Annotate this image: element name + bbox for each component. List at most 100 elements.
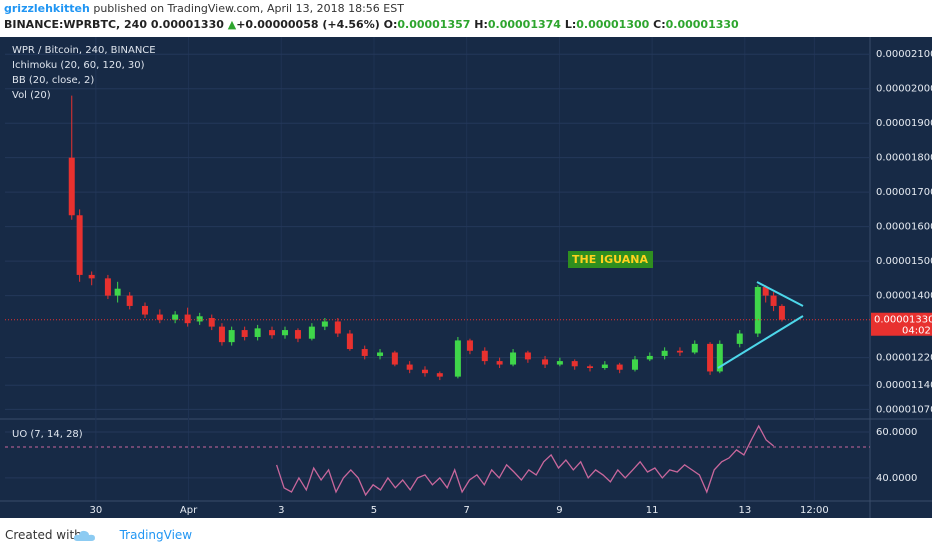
published: published on TradingView.com, April 13, … (93, 2, 404, 15)
y-tick-label: 0.00002000 (876, 84, 932, 95)
y-tick-label: 0.00001900 (876, 118, 932, 129)
candle-body (294, 330, 301, 339)
candle-body (676, 350, 683, 353)
l-label: L: (564, 18, 577, 31)
candle-body (269, 330, 276, 336)
candle-body (361, 349, 368, 356)
candle-body (707, 343, 714, 372)
candle-body (421, 369, 428, 374)
candle-body (254, 328, 261, 337)
candle-body (691, 343, 698, 353)
candle-body (661, 350, 668, 356)
candle-body (114, 288, 121, 296)
candle-body (616, 364, 623, 370)
candle-body (762, 286, 769, 296)
candle-body (524, 352, 531, 360)
candle-body (334, 321, 341, 334)
x-tick-label: 30 (89, 505, 102, 516)
candle-body (141, 305, 148, 315)
brand[interactable]: TradingView (119, 528, 193, 542)
chart: 30 Apr 3 5 7 9 11 13 12:00 0.00002100 0.00002000 0.… (0, 37, 932, 518)
candle-body (218, 326, 225, 343)
candle-body (754, 286, 761, 334)
y-tick-label: 0.00001800 (876, 153, 932, 164)
candle-body (556, 361, 563, 365)
candle-body (391, 352, 398, 365)
last: 0.00001330 (150, 18, 224, 31)
candle-body (778, 305, 785, 320)
high: 0.00001374 (487, 18, 561, 31)
y-tick-label: 40.0000 (876, 473, 917, 484)
candle-body (104, 278, 111, 296)
candle-body (126, 295, 133, 306)
x-tick-label: 9 (556, 505, 562, 516)
candle-body (510, 352, 517, 365)
legend-entry: Vol (20) (12, 90, 51, 101)
candle-body (184, 314, 191, 324)
open: 0.00001357 (397, 18, 471, 31)
countdown: 04:02 (902, 326, 931, 337)
candle-body (466, 340, 473, 351)
candle-body (587, 366, 594, 369)
y-tick-label: 0.00001140 (876, 380, 932, 391)
h-label: H: (474, 18, 488, 31)
triangle-lower (717, 315, 804, 369)
candle-body (321, 321, 328, 327)
legend-entry: WPR / Bitcoin, 240, BINANCE (12, 45, 156, 56)
candle-body (571, 361, 578, 367)
x-tick-label: 12:00 (800, 505, 829, 516)
last-price-box (871, 312, 932, 336)
candle-body (308, 326, 315, 339)
y-tick-label: 0.00001220 (876, 353, 932, 364)
chart-bg (0, 37, 932, 518)
author[interactable]: grizzlehkitteh (4, 2, 90, 15)
candle-body (481, 350, 488, 362)
x-tick-label: 13 (738, 505, 751, 516)
y-tick-label: 0.00001400 (876, 291, 932, 302)
y-tick-label: 0.00001700 (876, 187, 932, 198)
close: 0.00001330 (665, 18, 739, 31)
x-tick-label: Apr (180, 505, 198, 516)
candle-body (716, 343, 723, 372)
annotation: THE IGUANA (572, 253, 648, 266)
candle-body (156, 314, 163, 320)
y-tick-label: 60.0000 (876, 427, 917, 438)
change: +0.00000058 (+4.56%) (236, 18, 380, 31)
header: grizzlehkitteh published on TradingView.… (4, 2, 404, 15)
candle-body (770, 295, 777, 306)
candle-body (406, 364, 413, 370)
triangle-upper (756, 281, 804, 307)
last-price-label: 0.00001330 (874, 315, 932, 326)
created: Created with (5, 528, 82, 542)
candle-body (346, 333, 353, 350)
candle-body (631, 359, 638, 370)
candle-body (88, 274, 95, 279)
annotation-box (568, 251, 653, 268)
candle-body (196, 316, 203, 322)
candle-body (496, 361, 503, 365)
candle-body (736, 333, 743, 344)
symbol: BINANCE:WPRBTC, 240 (4, 18, 147, 31)
logo (73, 530, 95, 541)
x-tick-label: 7 (464, 505, 470, 516)
candle-body (601, 364, 608, 369)
candle-body (436, 373, 443, 377)
candle-body (228, 330, 235, 343)
legend-entry: Ichimoku (20, 60, 120, 30) (12, 60, 145, 71)
y-tick-label: 0.00002100 (876, 49, 932, 60)
candle-body (172, 314, 179, 320)
indicator-title: UO (7, 14, 28) (12, 429, 83, 440)
x-tick-label: 11 (646, 505, 659, 516)
y-tick-label: 0.00001070 (876, 404, 932, 415)
candle-body (646, 355, 653, 360)
legend-entry: BB (20, close, 2) (12, 75, 94, 86)
x-tick-label: 3 (278, 505, 284, 516)
footer: Created with TradingView (5, 528, 192, 542)
candle-body (241, 330, 248, 337)
candle-body (208, 318, 215, 327)
c-label: C: (653, 18, 666, 31)
y-tick-label: 0.00001500 (876, 256, 932, 267)
o-label: O: (383, 18, 398, 31)
candle-body (454, 340, 461, 377)
